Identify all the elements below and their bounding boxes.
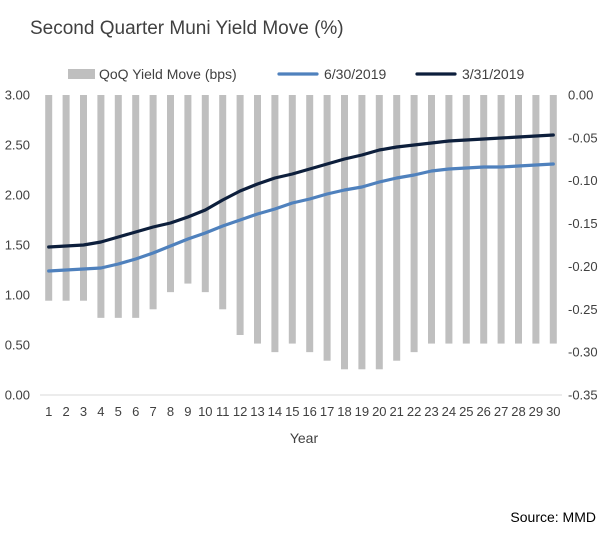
left-tick-label: 0.50	[5, 338, 30, 353]
source-note: Source: MMD	[510, 509, 596, 525]
x-tick-label: 2	[62, 404, 69, 419]
bar	[515, 95, 522, 344]
right-tick-label: -0.30	[568, 345, 598, 360]
x-tick-label: 8	[167, 404, 174, 419]
x-tick-label: 12	[233, 404, 247, 419]
bar	[393, 95, 401, 361]
x-tick-label: 9	[184, 404, 191, 419]
x-tick-label: 7	[149, 404, 156, 419]
right-tick-label: -0.10	[568, 173, 598, 188]
bar	[306, 95, 314, 353]
legend: QoQ Yield Move (bps) 6/30/2019 3/31/2019	[68, 66, 524, 82]
left-tick-label: 1.00	[5, 288, 30, 303]
bar	[114, 95, 122, 318]
right-tick-label: -0.35	[568, 388, 598, 403]
x-tick-label: 3	[80, 404, 87, 419]
bar	[375, 95, 383, 370]
left-tick-label: 1.50	[5, 238, 30, 253]
bar	[462, 95, 470, 344]
bar	[445, 95, 453, 344]
left-axis-ticks: 0.00 0.50 1.00 1.50 2.00 2.50 3.00	[5, 88, 30, 403]
bar	[323, 95, 331, 361]
bar	[62, 95, 70, 301]
bar	[480, 95, 488, 344]
bar	[341, 95, 348, 370]
bar-series	[45, 95, 557, 370]
bar	[45, 95, 53, 301]
x-tick-label: 1	[45, 404, 52, 419]
legend-label: 6/30/2019	[324, 66, 386, 82]
bar	[132, 95, 140, 318]
x-tick-label: 17	[320, 404, 334, 419]
x-tick-label: 23	[424, 404, 438, 419]
bar	[80, 95, 87, 301]
x-tick-label: 24	[442, 404, 456, 419]
legend-label: 3/31/2019	[462, 66, 524, 82]
x-axis-ticks: 1 2 3 4 5 6 7 8 9 10 11 12 13 14 15 16 17 18 19 20 21 22 23 24 2…	[40, 394, 562, 419]
right-tick-label: 0.00	[568, 88, 593, 103]
x-tick-label: 30	[546, 404, 560, 419]
legend-swatch-bar	[68, 69, 95, 79]
x-axis-title: Year	[290, 430, 319, 446]
x-tick-label: 18	[337, 404, 351, 419]
x-tick-label: 20	[372, 404, 386, 419]
x-tick-label: 22	[407, 404, 421, 419]
x-tick-label: 26	[476, 404, 490, 419]
x-tick-label: 16	[302, 404, 316, 419]
bar	[271, 95, 279, 353]
x-tick-label: 27	[494, 404, 508, 419]
bar	[201, 95, 209, 293]
left-tick-label: 2.00	[5, 188, 30, 203]
x-tick-label: 13	[250, 404, 264, 419]
x-tick-label: 14	[268, 404, 282, 419]
bar	[288, 95, 296, 344]
left-tick-label: 2.50	[5, 138, 30, 153]
x-tick-label: 6	[132, 404, 139, 419]
bar	[549, 95, 557, 344]
bar	[532, 95, 540, 344]
x-tick-label: 25	[459, 404, 473, 419]
bar	[428, 95, 435, 344]
bar	[184, 95, 192, 284]
x-tick-label: 15	[285, 404, 299, 419]
left-tick-label: 0.00	[5, 388, 30, 403]
bar	[149, 95, 157, 310]
bar	[167, 95, 174, 293]
right-tick-label: -0.25	[568, 302, 598, 317]
bar	[219, 95, 227, 310]
line-series	[47, 133, 555, 273]
line-2	[47, 133, 555, 249]
right-tick-label: -0.15	[568, 216, 598, 231]
bar	[497, 95, 505, 344]
x-tick-label: 5	[115, 404, 122, 419]
bar	[97, 95, 105, 318]
x-tick-label: 10	[198, 404, 212, 419]
right-tick-label: -0.20	[568, 259, 598, 274]
bar	[236, 95, 244, 335]
x-tick-label: 11	[216, 404, 230, 419]
chart-title: Second Quarter Muni Yield Move (%)	[30, 18, 344, 39]
left-tick-label: 3.00	[5, 88, 30, 103]
right-axis-ticks: 0.00 -0.05 -0.10 -0.15 -0.20 -0.25 -0.30 -0.35	[568, 88, 598, 403]
x-tick-label: 29	[529, 404, 543, 419]
legend-label: QoQ Yield Move (bps)	[99, 66, 237, 82]
x-tick-label: 28	[511, 404, 525, 419]
bar	[254, 95, 261, 344]
x-tick-label: 19	[355, 404, 369, 419]
x-tick-label: 21	[389, 404, 403, 419]
line-1	[47, 162, 555, 273]
bar	[410, 95, 418, 353]
x-tick-label: 4	[97, 404, 104, 419]
bar	[358, 95, 366, 370]
right-tick-label: -0.05	[568, 130, 598, 145]
